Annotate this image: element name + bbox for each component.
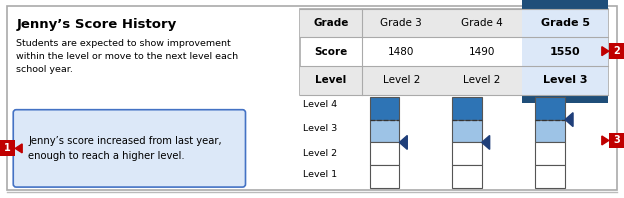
- Text: Score: Score: [314, 47, 348, 57]
- Text: Level 2: Level 2: [303, 149, 337, 158]
- Bar: [535, 120, 565, 142]
- Bar: [369, 165, 399, 188]
- Text: Level 2: Level 2: [463, 75, 500, 85]
- Bar: [369, 142, 399, 165]
- Text: Level 2: Level 2: [383, 75, 420, 85]
- Text: Jenny’s Score History: Jenny’s Score History: [16, 18, 177, 31]
- Text: Grade 3: Grade 3: [381, 18, 422, 28]
- Bar: [0, 140, 15, 156]
- Bar: [452, 142, 482, 165]
- Polygon shape: [602, 47, 609, 56]
- Polygon shape: [565, 113, 573, 127]
- Bar: [522, 95, 608, 103]
- Bar: [609, 132, 624, 148]
- Text: Jenny’s score increased from last year,
enough to reach a higher level.: Jenny’s score increased from last year, …: [28, 136, 222, 161]
- Bar: [300, 10, 608, 37]
- Text: Students are expected to show improvement
within the level or move to the next l: Students are expected to show improvemen…: [16, 39, 238, 74]
- Text: Grade 5: Grade 5: [540, 18, 590, 28]
- Bar: [452, 97, 482, 120]
- Text: 2: 2: [613, 46, 620, 56]
- Bar: [300, 10, 608, 95]
- Bar: [522, 0, 608, 10]
- Text: 1480: 1480: [388, 47, 414, 57]
- Text: Level 3: Level 3: [543, 75, 587, 85]
- Text: Grade: Grade: [313, 18, 349, 28]
- Bar: [535, 97, 565, 120]
- Text: Grade 4: Grade 4: [461, 18, 502, 28]
- Text: 1: 1: [4, 143, 11, 153]
- Bar: [609, 43, 624, 59]
- Polygon shape: [15, 144, 22, 153]
- Bar: [369, 120, 399, 142]
- Bar: [522, 10, 608, 95]
- Text: Level 4: Level 4: [303, 100, 337, 109]
- Bar: [522, 10, 608, 95]
- Bar: [369, 97, 399, 120]
- Bar: [535, 142, 565, 165]
- Text: 1550: 1550: [550, 47, 580, 57]
- Polygon shape: [602, 136, 609, 145]
- Bar: [452, 120, 482, 142]
- Text: 3: 3: [613, 135, 620, 146]
- Text: Level 1: Level 1: [303, 170, 337, 179]
- Bar: [535, 165, 565, 188]
- Text: 1490: 1490: [469, 47, 495, 57]
- Polygon shape: [399, 135, 407, 149]
- Text: Level: Level: [315, 75, 346, 85]
- Text: Level 3: Level 3: [303, 124, 338, 133]
- FancyBboxPatch shape: [13, 110, 245, 187]
- Bar: [452, 165, 482, 188]
- Bar: [300, 66, 608, 95]
- Polygon shape: [482, 135, 490, 149]
